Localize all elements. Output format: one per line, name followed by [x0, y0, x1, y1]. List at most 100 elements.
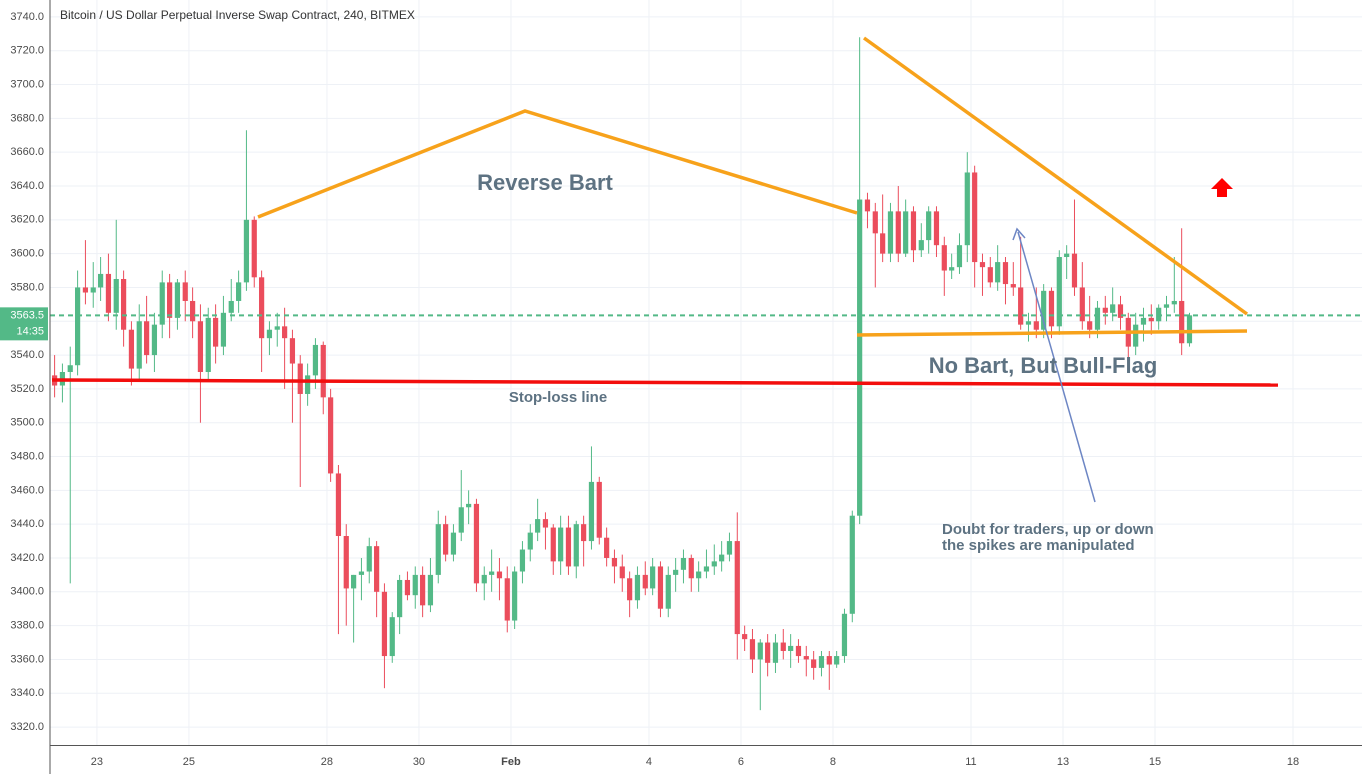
- candle-body: [642, 574, 648, 589]
- candle-body: [872, 211, 878, 234]
- candle-body: [136, 321, 142, 369]
- candle-body: [650, 566, 656, 589]
- candle-body: [742, 634, 748, 640]
- candle-body: [811, 659, 817, 668]
- candle-body: [381, 591, 388, 657]
- candle-body: [1002, 262, 1009, 285]
- annotation: No Bart, But Bull-Flag: [929, 353, 1158, 378]
- candle-body: [274, 326, 280, 330]
- candle-body: [496, 571, 503, 579]
- y-tick-label: 3480.0: [10, 450, 44, 462]
- candle-body: [113, 278, 119, 313]
- candle-body: [772, 642, 779, 663]
- y-tick-label: 3360.0: [10, 653, 44, 665]
- candle-body: [1133, 324, 1139, 347]
- candle-body: [788, 645, 794, 651]
- candle-body: [121, 278, 127, 330]
- y-tick-label: 3540.0: [10, 349, 44, 361]
- candle-body: [527, 532, 533, 550]
- candle-body: [236, 282, 242, 301]
- candle-body: [734, 541, 740, 635]
- candle-body: [197, 321, 204, 372]
- candle-body: [611, 557, 618, 567]
- annotation: Doubt for traders, up or down: [942, 521, 1154, 538]
- candle-body: [297, 363, 303, 394]
- candle-body: [435, 524, 441, 575]
- candle-body: [857, 199, 863, 516]
- candle-body: [1018, 287, 1024, 325]
- orange-wedge: [257, 109, 858, 219]
- candle-body: [696, 571, 702, 579]
- candle-body: [926, 211, 932, 241]
- candle-body: [1048, 290, 1055, 327]
- candle-body: [328, 397, 334, 474]
- candle-body: [320, 344, 326, 398]
- candle-body: [604, 537, 610, 558]
- candle-body: [726, 541, 733, 555]
- candle-body: [358, 571, 365, 575]
- candle-body: [573, 524, 579, 567]
- candle-body: [1102, 307, 1108, 313]
- candle-body: [98, 273, 104, 288]
- candle-body: [841, 613, 848, 657]
- candle-body: [481, 574, 487, 584]
- y-tick-label: 3400.0: [10, 586, 44, 598]
- candle-body: [1079, 287, 1085, 322]
- candle-body: [673, 569, 679, 575]
- y-axis-bg: [0, 0, 50, 774]
- candle-body: [243, 219, 250, 283]
- candle-body: [282, 326, 288, 339]
- price-badge: [0, 307, 48, 341]
- countdown: 14:35: [16, 325, 44, 337]
- candle-body: [412, 574, 418, 596]
- axis-labels: 3320.0 3340.0 3360.0 3380.0 3400.0 3420.0 3440…: [0, 11, 1299, 768]
- y-tick-label: 3620.0: [10, 214, 44, 226]
- x-tick-label: 25: [183, 756, 195, 768]
- flag-top: [862, 36, 1249, 316]
- candle-body: [565, 527, 572, 567]
- x-tick-label: 11: [965, 756, 976, 768]
- candle-body: [213, 317, 219, 347]
- candle-body: [719, 554, 725, 562]
- candle-body: [289, 338, 296, 364]
- candle-body: [1140, 317, 1147, 325]
- candle-body: [757, 642, 763, 660]
- y-tick-label: 3420.0: [10, 552, 44, 564]
- candle-body: [504, 578, 510, 621]
- candle-body: [144, 321, 150, 356]
- annotation: Reverse Bart: [477, 170, 613, 195]
- candle-body: [634, 574, 641, 601]
- x-tick-label: 15: [1149, 756, 1161, 768]
- candle-body: [956, 245, 963, 268]
- candle-body: [343, 536, 349, 589]
- candle-body: [151, 324, 158, 356]
- candle-body: [1071, 253, 1078, 288]
- candle-body: [512, 571, 518, 621]
- candle-body: [1064, 253, 1070, 258]
- candle-body: [849, 515, 855, 614]
- arrow-head: [1012, 227, 1026, 241]
- x-tick-label: 13: [1057, 756, 1069, 768]
- candle-body: [1171, 300, 1177, 305]
- candle-body: [489, 571, 495, 575]
- candle-body: [749, 639, 756, 660]
- candle-body: [949, 267, 955, 271]
- candle-body: [550, 527, 556, 562]
- x-tick-label: 18: [1287, 756, 1299, 768]
- candle-body: [335, 473, 342, 537]
- candle-body: [588, 481, 595, 542]
- y-tick-label: 3460.0: [10, 484, 44, 496]
- candle-body: [182, 282, 188, 301]
- candle-body: [466, 503, 472, 508]
- candle-body: [657, 566, 664, 609]
- candle-body: [665, 574, 671, 609]
- candle-body: [703, 566, 710, 572]
- candle-body: [159, 282, 165, 325]
- candle-body: [1110, 304, 1116, 313]
- candle-body: [581, 524, 587, 542]
- candle-body: [67, 365, 73, 372]
- candle-body: [105, 273, 112, 313]
- x-tick-label: Feb: [501, 756, 521, 768]
- y-tick-label: 3720.0: [10, 45, 44, 57]
- candle-body: [305, 375, 311, 394]
